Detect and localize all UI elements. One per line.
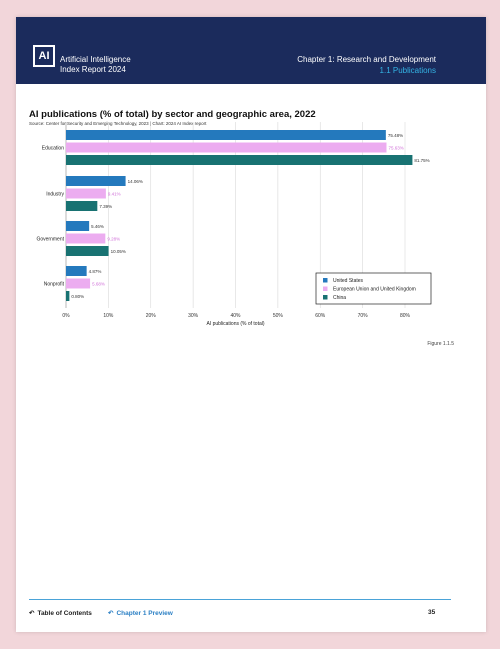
x-tick-label: 70% [358,313,369,319]
legend-entry: European Union and United Kingdom [333,287,416,293]
bar [66,278,91,289]
legend-swatch [323,278,328,283]
bar [66,142,387,153]
data-label: 9.28% [107,236,120,241]
toc-label: Table of Contents [37,610,92,617]
footer-divider [29,599,451,600]
x-tick-label: 20% [146,313,157,319]
legend-entry: United States [333,278,364,284]
preview-label: Chapter 1 Preview [116,610,173,617]
chapter-title: Chapter 1: Research and Development [297,55,436,64]
bar [66,130,386,140]
data-label: 7.39% [99,204,112,209]
legend-box [315,272,432,305]
report-title: Artificial Intelligence Index Report 202… [60,55,131,75]
category-label: Education [42,145,64,151]
chapter-heading: Chapter 1: Research and Development 1.1 … [297,54,436,76]
x-tick-label: 60% [315,313,326,319]
return-arrow-icon: ↶ [108,610,114,617]
data-label: 4.87% [89,269,102,274]
chart-title: AI publications (% of total) by sector a… [29,109,316,120]
x-tick-label: 10% [103,313,114,319]
chart-source: Source: Center for Security and Emerging… [29,121,207,126]
x-axis-label: AI publications (% of total) [206,321,264,327]
x-tick-label: 30% [188,313,199,319]
x-tick-label: 80% [400,313,411,319]
data-label: 75.48% [388,133,403,138]
page-number: 35 [428,609,436,616]
bar [66,233,106,244]
x-tick-label: 40% [230,313,241,319]
data-label: 75.63% [388,145,403,150]
data-label: 10.05% [111,249,126,254]
data-label: 9.41% [108,191,121,196]
legend-swatch [323,286,328,291]
legend-swatch [323,295,328,300]
category-label: Nonprofit [44,281,65,287]
bar [66,291,70,301]
data-label: 14.06% [128,179,143,184]
report-page: AI Artificial Intelligence Index Report … [16,17,486,632]
bar [66,188,106,199]
report-header: AI Artificial Intelligence Index Report … [16,17,486,84]
ai-index-logo-icon: AI [33,45,55,67]
bar [66,246,109,256]
chapter-preview-link[interactable]: ↶ Chapter 1 Preview [108,609,173,617]
legend-entry: China [333,295,346,301]
bar [66,221,90,231]
x-tick-label: 50% [273,313,284,319]
bar [66,201,98,211]
table-of-contents-link[interactable]: ↶ Table of Contents [29,609,92,617]
data-label: 5.46% [91,224,104,229]
report-title-line2: Index Report 2024 [60,65,126,74]
figure-label: Figure 1.1.5 [427,341,454,347]
data-label: 0.80% [71,294,84,299]
data-label: 5.68% [92,281,105,286]
data-label: 81.75% [414,158,429,163]
x-tick-label: 0% [62,313,70,319]
return-arrow-icon: ↶ [29,610,35,617]
section-title[interactable]: 1.1 Publications [379,66,436,75]
bar [66,176,126,186]
bar [66,155,413,165]
category-label: Industry [46,191,64,197]
category-label: Government [36,236,64,242]
report-title-line1: Artificial Intelligence [60,55,131,64]
bar [66,266,87,276]
